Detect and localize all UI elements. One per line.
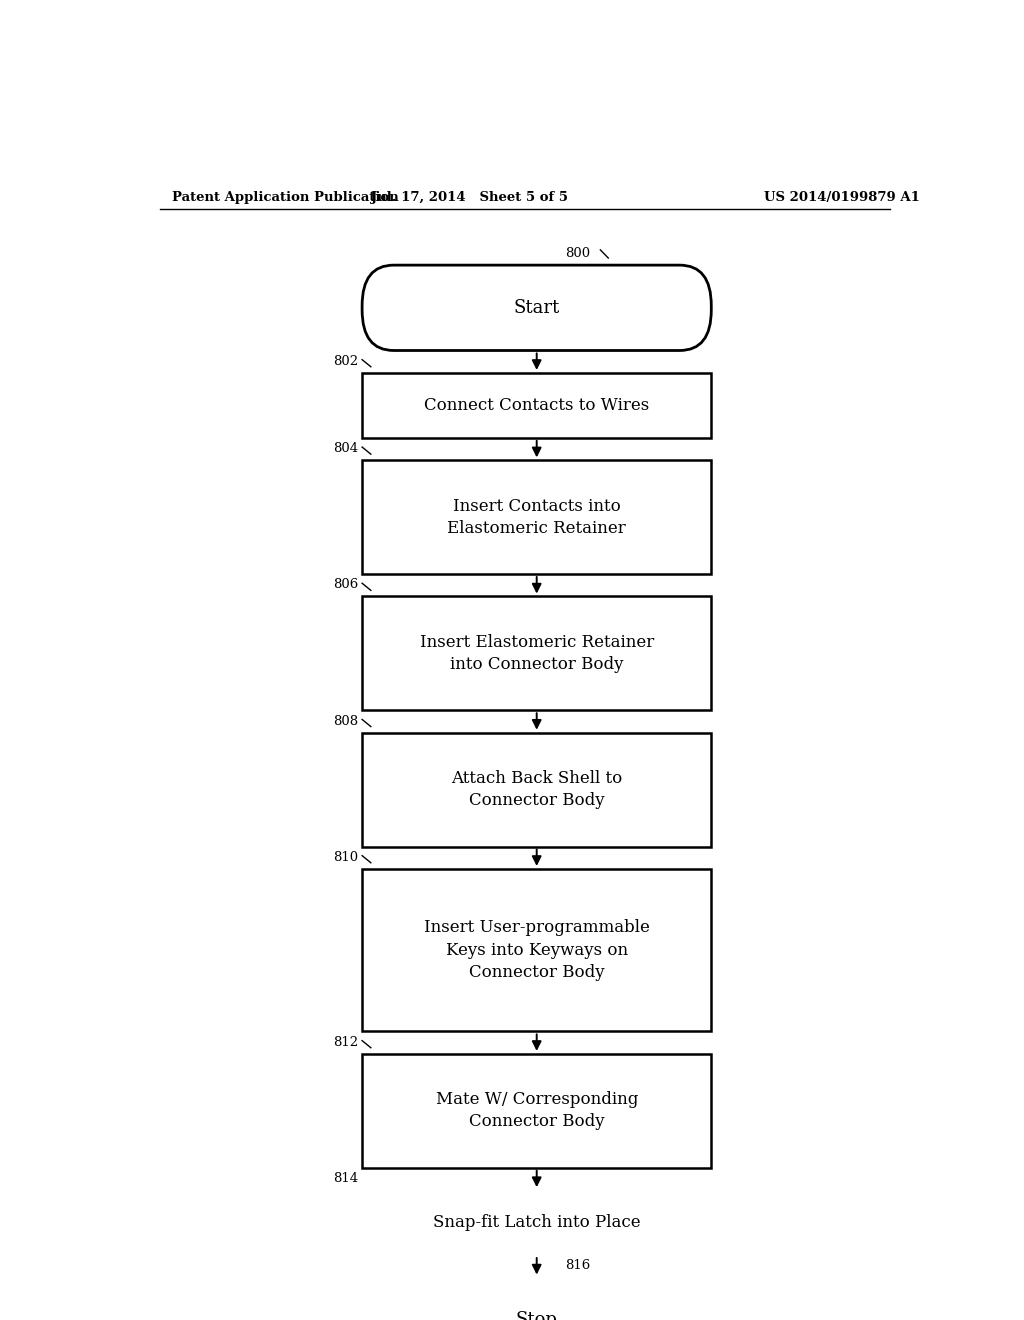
- Text: Start: Start: [514, 298, 560, 317]
- Text: Patent Application Publication: Patent Application Publication: [172, 190, 398, 203]
- FancyBboxPatch shape: [362, 1191, 712, 1255]
- Text: 814: 814: [333, 1172, 358, 1185]
- Text: Jul. 17, 2014   Sheet 5 of 5: Jul. 17, 2014 Sheet 5 of 5: [371, 190, 567, 203]
- FancyBboxPatch shape: [362, 1053, 712, 1168]
- Text: Attach Back Shell to
Connector Body: Attach Back Shell to Connector Body: [452, 770, 623, 809]
- Text: 800: 800: [564, 247, 590, 260]
- Text: Connect Contacts to Wires: Connect Contacts to Wires: [424, 397, 649, 414]
- Text: Snap-fit Latch into Place: Snap-fit Latch into Place: [433, 1214, 641, 1232]
- Text: 812: 812: [333, 1036, 358, 1049]
- Text: 804: 804: [333, 442, 358, 455]
- FancyBboxPatch shape: [362, 265, 712, 351]
- Text: Insert Elastomeric Retainer
into Connector Body: Insert Elastomeric Retainer into Connect…: [420, 634, 654, 673]
- FancyBboxPatch shape: [362, 869, 712, 1031]
- FancyBboxPatch shape: [362, 733, 712, 846]
- Text: 806: 806: [333, 578, 358, 591]
- Text: Stop: Stop: [516, 1311, 558, 1320]
- Text: Insert Contacts into
Elastomeric Retainer: Insert Contacts into Elastomeric Retaine…: [447, 498, 626, 537]
- Text: 802: 802: [333, 355, 358, 368]
- FancyBboxPatch shape: [362, 372, 712, 438]
- FancyBboxPatch shape: [362, 597, 712, 710]
- Text: Mate W/ Corresponding
Connector Body: Mate W/ Corresponding Connector Body: [435, 1092, 638, 1130]
- Text: 810: 810: [333, 851, 358, 863]
- Text: 816: 816: [564, 1259, 590, 1272]
- Text: Insert User-programmable
Keys into Keyways on
Connector Body: Insert User-programmable Keys into Keywa…: [424, 920, 649, 981]
- Text: US 2014/0199879 A1: US 2014/0199879 A1: [764, 190, 921, 203]
- Text: 808: 808: [333, 714, 358, 727]
- FancyBboxPatch shape: [362, 1278, 712, 1320]
- FancyBboxPatch shape: [362, 461, 712, 574]
